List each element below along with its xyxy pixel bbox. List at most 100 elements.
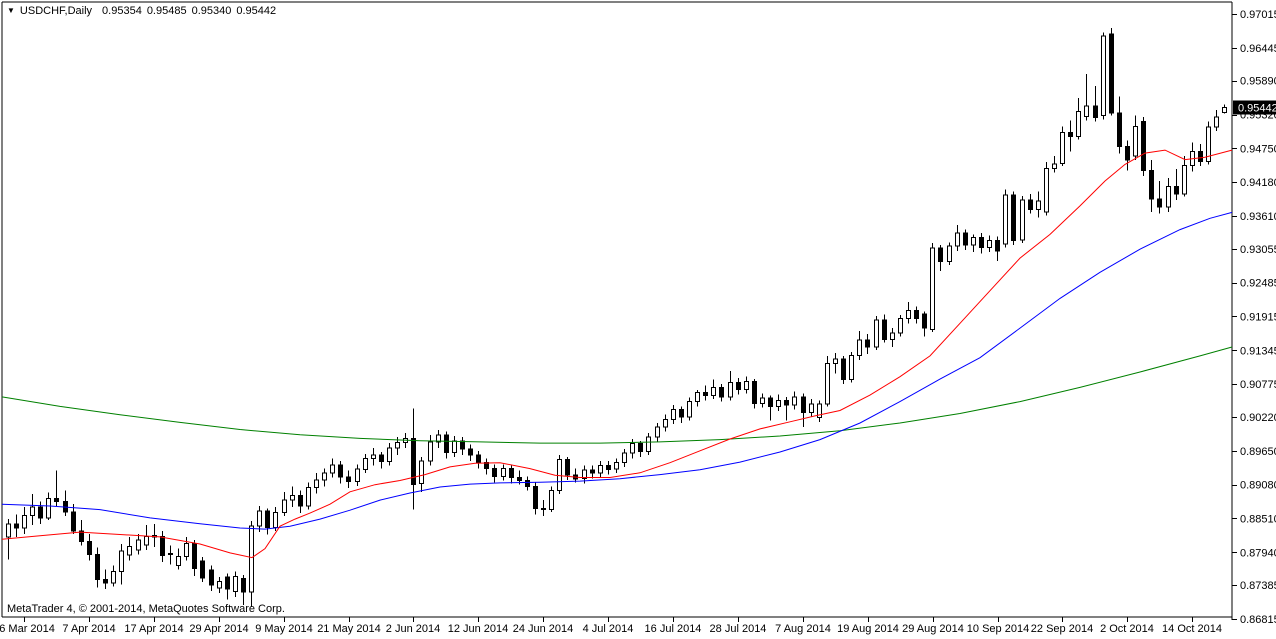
candle-body [890,332,895,340]
candle-body [906,309,911,320]
candle-body [1157,198,1162,208]
candle-body [1003,194,1008,245]
candle-body [411,437,416,486]
candle-body [355,468,360,483]
candle-body [14,523,19,529]
price-axis-label: 0.96445 [1240,43,1276,55]
price-axis-label: 0.93055 [1240,244,1276,256]
candle-body [1044,168,1049,213]
candle-body [857,339,862,356]
candle-body [1125,146,1130,161]
candle-body [922,313,927,329]
candle-body [955,232,960,247]
candle-body [95,554,100,580]
candle-body [314,479,319,489]
candle-body [338,464,343,478]
time-axis-label: 4 Jul 2014 [583,623,634,635]
candle-body [249,525,254,593]
candle-body [241,577,246,593]
candle-body [679,408,684,418]
price-axis-label: 0.94180 [1240,177,1276,189]
candle-body [217,580,222,589]
candle-body [606,465,611,470]
price-axis[interactable]: 0.970150.964450.958900.953200.947500.941… [1232,9,1276,626]
time-axis-label: 28 Jul 2014 [710,623,767,635]
candle-body [801,396,806,413]
time-axis-label: 21 May 2014 [317,623,381,635]
candle-body [1149,169,1154,200]
candle-body [663,418,668,428]
candle-body [995,239,1000,252]
candle-body [533,485,538,509]
candle-body [792,396,797,406]
candle-body [655,426,660,438]
candle-body [1084,105,1089,117]
candle-body [103,579,108,584]
time-axis-label: 26 Mar 2014 [0,623,55,635]
candle-body [168,553,173,556]
chart-ohlc-header: ▼ USDCHF,Daily 0.95354 0.95485 0.95340 0… [7,4,281,17]
candle-body [419,460,424,484]
candle-body [598,465,603,474]
candle-body [501,468,506,477]
current-price-label: 0.95442 [1233,100,1276,115]
candle-body [484,462,489,470]
candle-body [752,380,757,404]
candle-body [1060,131,1065,165]
candle-body [841,358,846,381]
candle-body [184,542,189,557]
candle-body [273,512,278,528]
candle-body [192,542,197,569]
symbol-dropdown-icon[interactable]: ▼ [7,5,15,15]
candle-body [671,408,676,420]
candle-body [265,510,270,528]
candle-body [468,448,473,456]
candle-body [444,434,449,454]
time-axis[interactable]: 26 Mar 2014 7 Apr 2014 17 Apr 2014 29 Apr 2… [0,617,1222,635]
time-axis-label: 7 Aug 2014 [775,623,831,635]
candle-body [460,440,465,450]
candle-body [387,447,392,462]
price-axis-label: 0.90220 [1240,412,1276,424]
candle-body [1109,33,1114,114]
candle-body [1182,165,1187,195]
time-axis-label: 2 Oct 2014 [1100,623,1154,635]
candle-body [541,507,546,511]
candle-body [703,392,708,397]
candle-body [695,392,700,403]
price-axis-label: 0.87385 [1240,580,1276,592]
candle-body [233,576,238,592]
candle-body [176,555,181,566]
candle-body [882,319,887,340]
candle-body [1093,105,1098,118]
price-axis-label: 0.87940 [1240,547,1276,559]
price-axis-label: 0.91915 [1240,312,1276,324]
candle-body [6,523,11,538]
price-axis-label: 0.89080 [1240,480,1276,492]
time-axis-label: 7 Apr 2014 [62,623,115,635]
candle-body [898,318,903,334]
price-axis-label: 0.92485 [1240,278,1276,290]
candle-body [728,382,733,398]
candle-body [776,399,781,407]
candle-body [582,469,587,480]
candle-body [257,510,262,527]
candle-body [565,459,570,476]
candle-body [630,443,635,454]
candle-body [1117,112,1122,148]
candle-body [849,354,854,381]
candle-body [784,399,789,406]
candle-body [395,442,400,449]
time-axis-label: 9 May 2014 [255,623,312,635]
candle-body [1028,199,1033,210]
price-axis-label: 0.88510 [1240,514,1276,526]
symbol-period-label: USDCHF,Daily [19,4,93,17]
candle-body [874,319,879,348]
candle-body [290,494,295,501]
candle-body [947,245,952,263]
candle-body [306,487,311,507]
candle-body [436,434,441,443]
candle-body [1166,185,1171,208]
